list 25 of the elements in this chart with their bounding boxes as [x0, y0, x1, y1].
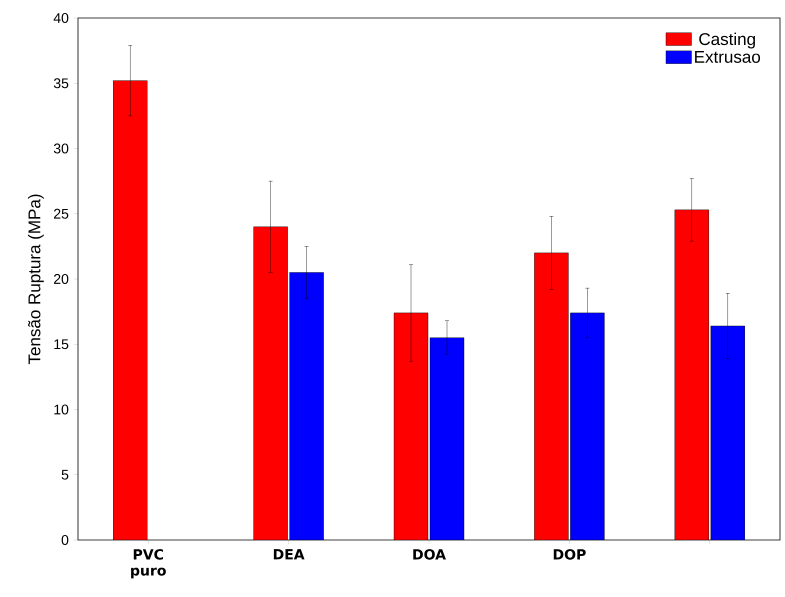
- y-axis-title: Tensão Ruptura (MPa): [28, 194, 44, 364]
- bar: [253, 226, 288, 540]
- y-tick-label: 5: [62, 470, 68, 480]
- x-tick-label: DOP: [554, 549, 586, 560]
- bar: [674, 210, 710, 540]
- y-tick-label: 35: [54, 78, 68, 88]
- y-tick-label: 20: [54, 274, 68, 284]
- y-tick-label: 25: [54, 208, 68, 219]
- bar: [710, 326, 745, 540]
- bar: [534, 252, 569, 540]
- x-tick-label: PVC puro: [131, 549, 166, 578]
- bar: [394, 312, 428, 540]
- y-tick-label: 0: [62, 535, 68, 545]
- legend-label: Extrusao: [695, 51, 760, 63]
- y-tick-label: 15: [54, 339, 68, 350]
- y-tick-label: 30: [54, 144, 68, 154]
- y-tick-label: 40: [54, 13, 68, 23]
- bar: [570, 312, 605, 540]
- x-tick-label: DEA: [274, 549, 305, 560]
- y-tick-label: 10: [54, 404, 68, 414]
- x-tick-label: DOA: [413, 549, 446, 560]
- bar: [113, 80, 148, 540]
- bar: [430, 338, 464, 540]
- bar: [289, 272, 324, 540]
- legend-label: Casting: [699, 32, 755, 48]
